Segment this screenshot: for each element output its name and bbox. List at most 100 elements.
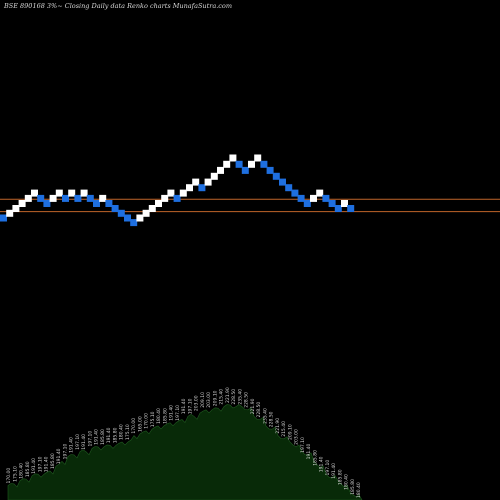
down-brick: [198, 184, 206, 192]
price-label: 197.10: [62, 444, 68, 460]
volume-labels: 170.00 175.10 180.40 185.80 191.40 197.10 191.…: [6, 387, 362, 498]
down-brick: [303, 200, 311, 207]
up-brick: [99, 194, 107, 202]
price-label: 175.10: [125, 424, 131, 440]
down-brick: [43, 200, 51, 207]
price-label: 175.10: [12, 466, 18, 482]
down-brick: [111, 205, 119, 212]
up-brick: [6, 209, 14, 217]
price-label: 203.00: [294, 429, 300, 445]
price-label: 185.80: [162, 408, 168, 424]
price-label: 215.40: [281, 421, 287, 437]
price-label: 228.50: [231, 389, 237, 405]
down-brick: [260, 160, 268, 168]
up-brick: [148, 205, 156, 212]
price-label: 191.40: [306, 444, 312, 460]
price-label: 185.80: [350, 479, 356, 495]
price-label: 203.00: [206, 392, 212, 408]
price-label: 221.90: [250, 398, 256, 414]
down-brick: [173, 194, 181, 202]
down-brick: [0, 214, 7, 222]
up-brick: [217, 166, 224, 174]
up-brick: [31, 189, 38, 197]
price-label: 191.40: [81, 434, 87, 450]
price-label: 197.10: [175, 405, 181, 421]
price-label: 180.40: [19, 463, 25, 479]
up-brick: [316, 189, 324, 197]
up-brick: [310, 194, 317, 202]
up-brick: [136, 214, 144, 222]
price-label: 228.50: [244, 392, 250, 408]
price-label: 170.00: [6, 468, 12, 484]
price-label: 185.80: [337, 469, 343, 485]
price-label: 191.40: [44, 456, 50, 472]
price-label: 197.10: [37, 456, 43, 472]
down-brick: [272, 172, 280, 180]
price-label: 221.90: [275, 418, 281, 434]
price-label: 180.40: [156, 408, 162, 424]
price-label: 191.40: [69, 437, 75, 453]
up-brick: [192, 178, 200, 186]
price-label: 185.80: [50, 453, 56, 469]
up-brick: [161, 194, 169, 202]
price-label: 197.10: [187, 398, 193, 414]
price-label: 185.80: [112, 427, 118, 443]
up-brick: [167, 189, 175, 197]
price-label: 170.00: [144, 413, 150, 429]
price-label: 191.40: [106, 427, 112, 443]
down-brick: [37, 194, 45, 202]
price-label: 215.40: [219, 389, 225, 405]
up-brick: [341, 200, 348, 207]
down-brick: [297, 194, 305, 202]
down-brick: [130, 219, 138, 227]
price-label: 197.10: [75, 434, 81, 450]
price-label: 197.10: [87, 431, 93, 447]
price-label: 185.80: [100, 429, 106, 445]
up-brick: [18, 200, 26, 207]
price-label: 235.40: [262, 408, 268, 424]
price-label: 228.50: [269, 411, 275, 427]
down-brick: [117, 209, 125, 217]
reference-lines: [0, 198, 500, 213]
down-brick: [291, 189, 299, 197]
down-brick: [86, 194, 94, 202]
down-brick: [74, 194, 82, 202]
down-brick: [322, 194, 330, 202]
up-brick: [179, 189, 187, 197]
price-label: 191.40: [319, 456, 325, 472]
price-label: 209.10: [287, 424, 293, 440]
price-label: 209.10: [212, 390, 218, 406]
up-brick: [55, 189, 63, 197]
price-label: 203.00: [194, 395, 200, 411]
up-brick: [223, 160, 231, 168]
down-brick: [279, 178, 286, 186]
price-label: 180.40: [119, 424, 125, 440]
down-brick: [285, 184, 293, 192]
down-brick: [62, 194, 69, 202]
price-label: 191.40: [94, 429, 100, 445]
up-brick: [254, 154, 262, 162]
down-brick: [241, 166, 249, 174]
price-label: 175.10: [150, 411, 156, 427]
down-brick: [334, 205, 342, 212]
up-brick: [24, 194, 32, 202]
down-brick: [124, 214, 131, 222]
price-label: 191.40: [181, 398, 187, 414]
up-brick: [80, 189, 88, 197]
price-label: 191.40: [31, 458, 37, 474]
price-label: 197.10: [325, 460, 331, 476]
up-brick: [210, 172, 218, 180]
price-label: 191.40: [169, 405, 175, 421]
down-brick: [93, 200, 100, 207]
up-brick: [155, 200, 162, 207]
down-brick: [266, 166, 274, 174]
down-brick: [328, 200, 336, 207]
price-label: 221.90: [225, 387, 231, 403]
price-label: 170.00: [131, 418, 137, 434]
price-label: 185.80: [25, 461, 31, 477]
volume-area: [7, 404, 363, 500]
volume-area-path: [7, 404, 363, 500]
price-label: 209.10: [200, 392, 206, 408]
